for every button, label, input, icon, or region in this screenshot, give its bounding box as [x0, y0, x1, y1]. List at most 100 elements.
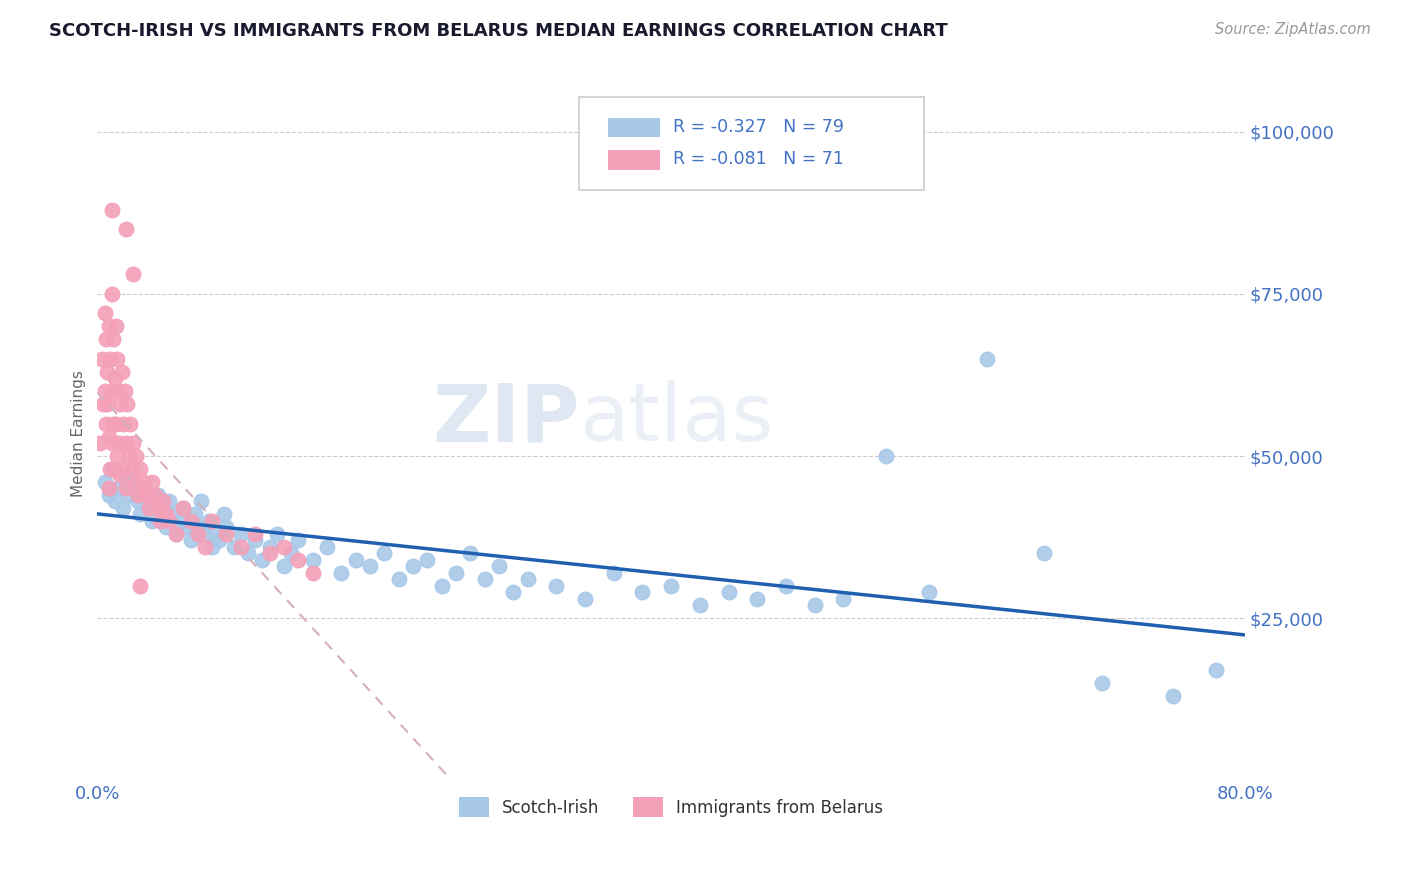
Point [659, 579, 682, 593]
Point [488, 559, 510, 574]
Point [120, 417, 142, 431]
Point [502, 585, 524, 599]
Text: SCOTCH-IRISH VS IMMIGRANTS FROM BELARUS MEDIAN EARNINGS CORRELATION CHART: SCOTCH-IRISH VS IMMIGRANTS FROM BELARUS … [49, 22, 948, 40]
Point [747, 591, 769, 606]
Point [155, 520, 177, 534]
Point [243, 526, 266, 541]
Point [101, 417, 124, 431]
Point [460, 546, 482, 560]
Point [124, 475, 146, 489]
Point [150, 508, 173, 522]
Point [160, 508, 183, 522]
Point [301, 566, 323, 580]
Point [112, 500, 135, 515]
Point [108, 482, 131, 496]
Point [204, 526, 226, 541]
Point [229, 540, 252, 554]
Point [373, 546, 395, 560]
Point [388, 572, 411, 586]
Point [631, 585, 654, 599]
Point [215, 520, 238, 534]
Point [165, 526, 187, 541]
Point [127, 494, 149, 508]
Point [117, 397, 139, 411]
Point [89, 436, 111, 450]
Point [215, 526, 238, 541]
Point [176, 520, 198, 534]
Point [111, 365, 134, 379]
Point [112, 462, 135, 476]
Point [90, 351, 112, 366]
Point [91, 397, 114, 411]
Point [155, 508, 177, 522]
Point [105, 319, 128, 334]
Point [97, 482, 120, 496]
Point [103, 462, 125, 476]
Point [190, 494, 212, 508]
Point [187, 520, 209, 534]
Point [132, 482, 155, 496]
Point [97, 429, 120, 443]
Point [222, 540, 245, 554]
Point [112, 417, 135, 431]
Point [146, 500, 169, 515]
Point [143, 500, 166, 515]
Point [118, 449, 141, 463]
Text: R = -0.081   N = 71: R = -0.081 N = 71 [673, 150, 845, 169]
Point [546, 579, 568, 593]
Point [775, 579, 797, 593]
Point [136, 494, 159, 508]
Point [976, 351, 998, 366]
Point [96, 365, 118, 379]
Point [287, 533, 309, 548]
Bar [607, 150, 659, 169]
Point [110, 468, 132, 483]
Point [430, 579, 453, 593]
Point [574, 591, 596, 606]
Point [114, 384, 136, 399]
Point [100, 202, 122, 217]
Point [165, 526, 187, 541]
Point [229, 526, 252, 541]
Point [93, 475, 115, 489]
Point [141, 514, 163, 528]
Point [689, 598, 711, 612]
Bar [607, 118, 659, 137]
Point [103, 494, 125, 508]
Point [115, 436, 138, 450]
Point [416, 553, 439, 567]
Point [127, 488, 149, 502]
Point [108, 436, 131, 450]
Point [149, 514, 172, 528]
Point [1090, 676, 1112, 690]
Point [129, 579, 152, 593]
Point [101, 332, 124, 346]
Point [184, 508, 207, 522]
Point [359, 559, 381, 574]
Point [157, 514, 180, 528]
Point [100, 384, 122, 399]
Point [146, 488, 169, 502]
Point [259, 540, 281, 554]
Point [344, 553, 367, 567]
Point [474, 572, 496, 586]
Point [129, 462, 152, 476]
Point [169, 514, 191, 528]
Point [100, 286, 122, 301]
Point [208, 533, 231, 548]
Point [94, 417, 117, 431]
Point [1161, 689, 1184, 703]
Point [287, 553, 309, 567]
Point [110, 397, 132, 411]
Point [125, 449, 148, 463]
Point [172, 500, 194, 515]
Point [180, 514, 202, 528]
Point [135, 488, 157, 502]
Point [96, 397, 118, 411]
Point [315, 540, 337, 554]
Point [266, 526, 288, 541]
Point [212, 508, 235, 522]
Point [129, 508, 152, 522]
Text: ZIP: ZIP [432, 381, 579, 458]
Point [201, 514, 224, 528]
